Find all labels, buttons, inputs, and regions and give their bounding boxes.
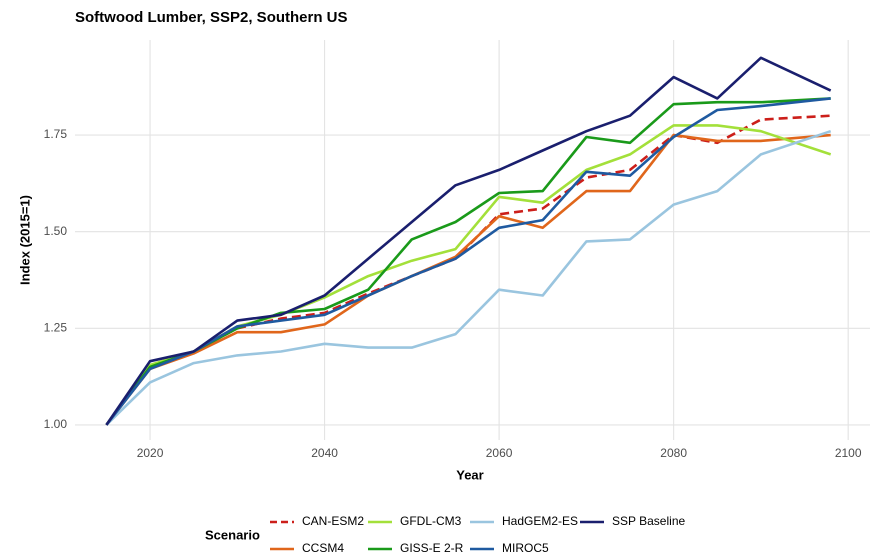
series-line xyxy=(105,124,832,426)
series-line xyxy=(105,133,831,426)
legend-label: GISS-E 2-R xyxy=(400,541,464,555)
legend-label: GFDL-CM3 xyxy=(400,514,462,528)
legend-label: CAN-ESM2 xyxy=(302,514,364,528)
legend-label: HadGEM2-ES xyxy=(502,514,578,528)
series-line xyxy=(105,97,831,426)
y-axis-label: Index (2015=1) xyxy=(17,195,32,285)
legend-item: HadGEM2-ES xyxy=(470,514,578,528)
y-tick-label: 1.50 xyxy=(44,224,68,238)
legend-label: SSP Baseline xyxy=(612,514,685,528)
legend-label: MIROC5 xyxy=(502,541,549,555)
legend-item: SSP Baseline xyxy=(580,514,685,528)
series-line xyxy=(105,56,832,426)
y-tick-label: 1.75 xyxy=(44,127,68,141)
x-tick-label: 2100 xyxy=(835,446,862,460)
x-tick-label: 2020 xyxy=(137,446,164,460)
series-line xyxy=(105,129,832,426)
legend-item: GFDL-CM3 xyxy=(368,514,462,528)
y-tick-label: 1.00 xyxy=(44,417,68,431)
x-axis-label: Year xyxy=(456,467,483,482)
legend-item: GISS-E 2-R xyxy=(368,541,464,555)
x-tick-label: 2060 xyxy=(486,446,513,460)
y-tick-label: 1.25 xyxy=(44,320,68,334)
legend-label: CCSM4 xyxy=(302,541,344,555)
series-line xyxy=(105,97,831,426)
legend-item: MIROC5 xyxy=(470,541,549,555)
legend-item: CCSM4 xyxy=(270,541,344,555)
chart-title: Softwood Lumber, SSP2, Southern US xyxy=(75,9,348,26)
x-tick-label: 2080 xyxy=(660,446,687,460)
legend-item: CAN-ESM2 xyxy=(270,514,364,528)
legend-title: Scenario xyxy=(205,527,260,542)
x-tick-label: 2040 xyxy=(311,446,338,460)
series-line xyxy=(105,114,831,426)
